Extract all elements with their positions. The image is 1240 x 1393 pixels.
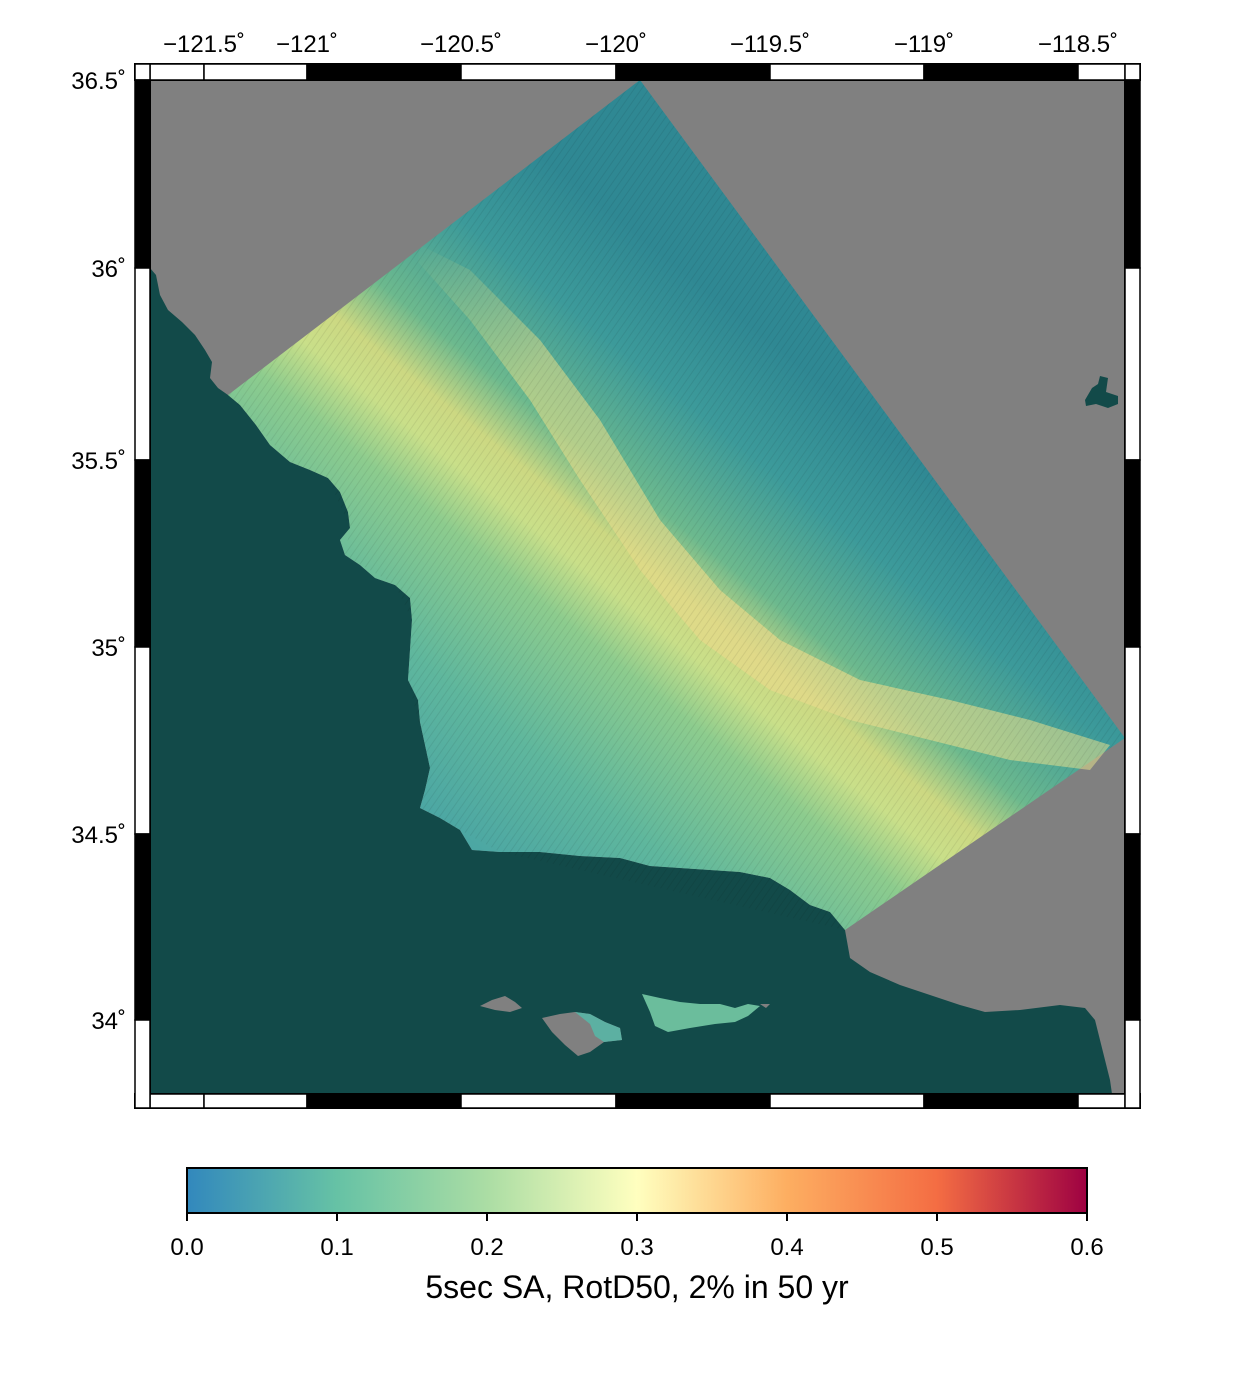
colorbar-tick-label: 0.0 [170,1234,203,1261]
colorbar [186,1167,1088,1214]
colorbar-tick-label: 0.1 [320,1234,353,1261]
map-frame [134,63,1141,1109]
latitude-label: 35.5˚ [71,448,126,475]
latitude-label: 36˚ [91,256,126,283]
colorbar-tick-label: 0.4 [770,1234,803,1261]
latitude-label: 35˚ [91,635,126,662]
colorbar-ticks: 0.0 0.1 0.2 0.3 0.4 0.5 0.6 [170,1213,1104,1261]
longitude-label: −121˚ [276,31,338,58]
longitude-label: −120˚ [585,31,647,58]
island-santa-rosa-hazard [575,1012,622,1042]
longitude-label: −120.5˚ [420,31,502,58]
longitude-label: −121.5˚ [163,31,245,58]
latitude-label: 34˚ [91,1008,126,1035]
terrain-shading [228,80,1125,930]
lake [1085,376,1118,408]
island-san-miguel [480,996,522,1012]
longitude-label: −118.5˚ [1038,31,1118,58]
longitude-label: −119.5˚ [730,31,810,58]
latitude-label: 36.5˚ [71,68,126,95]
latitude-labels: 36.5˚ 36˚ 35.5˚ 35˚ 34.5˚ 34˚ [71,68,126,1035]
colorbar-title: 5sec SA, RotD50, 2% in 50 yr [425,1269,849,1305]
colorbar-tick-label: 0.3 [620,1234,653,1261]
island-santa-cruz [642,994,760,1032]
colorbar-tick-label: 0.6 [1070,1234,1103,1261]
colorbar-tick-label: 0.5 [920,1234,953,1261]
latitude-label: 34.5˚ [71,822,126,849]
longitude-label: −119˚ [894,31,954,58]
longitude-labels: −121.5˚ −121˚ −120.5˚ −120˚ −119.5˚ −119˚ −118… [163,31,1118,58]
island-anacapa [760,1004,770,1008]
ocean [150,268,1112,1094]
colorbar-tick-label: 0.2 [470,1234,503,1261]
